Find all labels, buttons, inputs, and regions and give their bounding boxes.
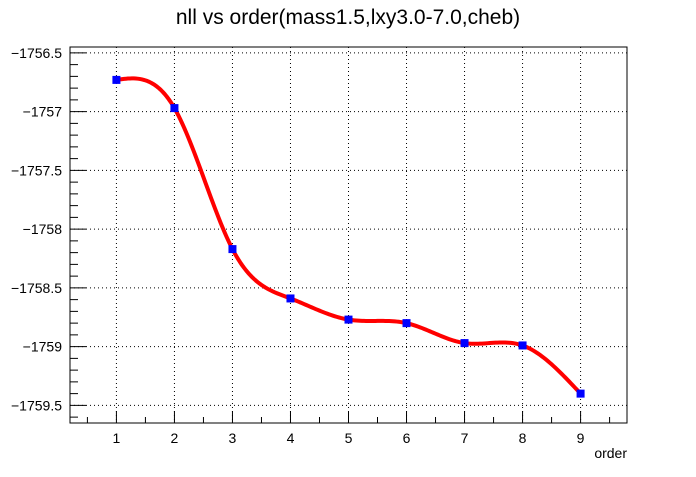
x-tick-label: 7 bbox=[461, 430, 469, 446]
chart-title: nll vs order(mass1.5,lxy3.0-7.0,cheb) bbox=[176, 6, 520, 29]
x-axis-label: order bbox=[594, 445, 627, 461]
data-point-marker bbox=[460, 339, 469, 348]
data-point-marker bbox=[170, 104, 179, 113]
data-point-marker bbox=[112, 75, 121, 84]
y-tick-label: −1759.5 bbox=[11, 397, 62, 413]
data-point-marker bbox=[518, 341, 527, 350]
data-point-marker bbox=[576, 389, 585, 398]
x-tick-label: 5 bbox=[345, 430, 353, 446]
data-point-marker bbox=[228, 245, 237, 254]
y-tick-label: −1758 bbox=[23, 221, 63, 237]
y-tick-label: −1758.5 bbox=[11, 280, 62, 296]
data-point-marker bbox=[344, 315, 353, 324]
x-tick-label: 4 bbox=[287, 430, 295, 446]
x-tick-label: 9 bbox=[577, 430, 585, 446]
y-tick-label: −1759 bbox=[23, 339, 63, 355]
data-point-marker bbox=[286, 294, 295, 303]
axis-layer: 1 2 3 4 5 6 7 8 9 −1756.5 −1757 −1757.5 −1758 −1758.5… bbox=[11, 45, 611, 446]
y-tick-label: −1757.5 bbox=[11, 162, 62, 178]
x-tick-label: 8 bbox=[519, 430, 527, 446]
x-tick-label: 1 bbox=[113, 430, 121, 446]
y-tick-label: −1756.5 bbox=[11, 45, 62, 61]
marker-layer bbox=[112, 75, 585, 398]
x-tick-label: 6 bbox=[403, 430, 411, 446]
grid-layer bbox=[70, 47, 627, 423]
y-tick-label: −1757 bbox=[23, 104, 63, 120]
x-tick-label: 3 bbox=[229, 430, 237, 446]
x-tick-label: 2 bbox=[171, 430, 179, 446]
data-point-marker bbox=[402, 319, 411, 328]
